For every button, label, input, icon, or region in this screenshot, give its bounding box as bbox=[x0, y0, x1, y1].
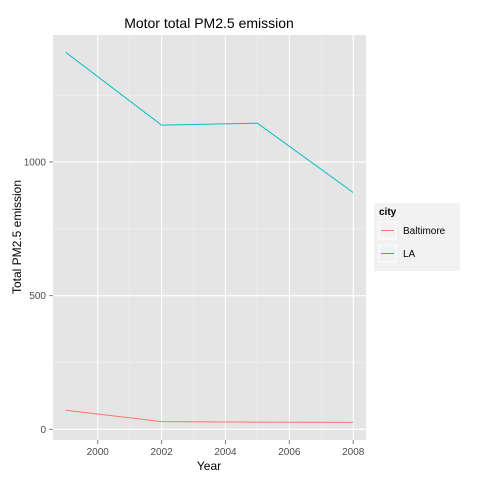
legend-label: LA bbox=[403, 249, 416, 260]
legend: city Baltimore LA bbox=[374, 203, 460, 271]
x-tick-label: 2004 bbox=[214, 447, 237, 458]
x-tick-label: 2002 bbox=[150, 447, 173, 458]
y-axis: 0 500 1000 bbox=[24, 157, 53, 436]
x-axis: 2000 2002 2004 2006 2008 bbox=[87, 440, 365, 458]
y-tick-label: 0 bbox=[40, 425, 46, 436]
x-tick-label: 2008 bbox=[342, 447, 365, 458]
series-line-baltimore bbox=[65, 409, 354, 423]
y-axis-title: Total PM2.5 emission bbox=[10, 180, 24, 294]
legend-items: Baltimore LA bbox=[378, 221, 446, 263]
minor-grid bbox=[53, 35, 366, 440]
plot-panel bbox=[53, 35, 366, 440]
x-axis-title: Year bbox=[197, 459, 221, 473]
major-grid bbox=[53, 35, 366, 440]
y-tick-label: 1000 bbox=[24, 157, 47, 168]
x-tick-label: 2006 bbox=[278, 447, 301, 458]
chart-title: Motor total PM2.5 emission bbox=[124, 15, 294, 31]
legend-title: city bbox=[379, 207, 397, 218]
series-lines bbox=[65, 52, 354, 423]
y-tick-label: 500 bbox=[29, 291, 46, 302]
series-line-la bbox=[65, 52, 354, 193]
legend-label: Baltimore bbox=[403, 226, 446, 237]
x-tick-label: 2000 bbox=[87, 447, 110, 458]
